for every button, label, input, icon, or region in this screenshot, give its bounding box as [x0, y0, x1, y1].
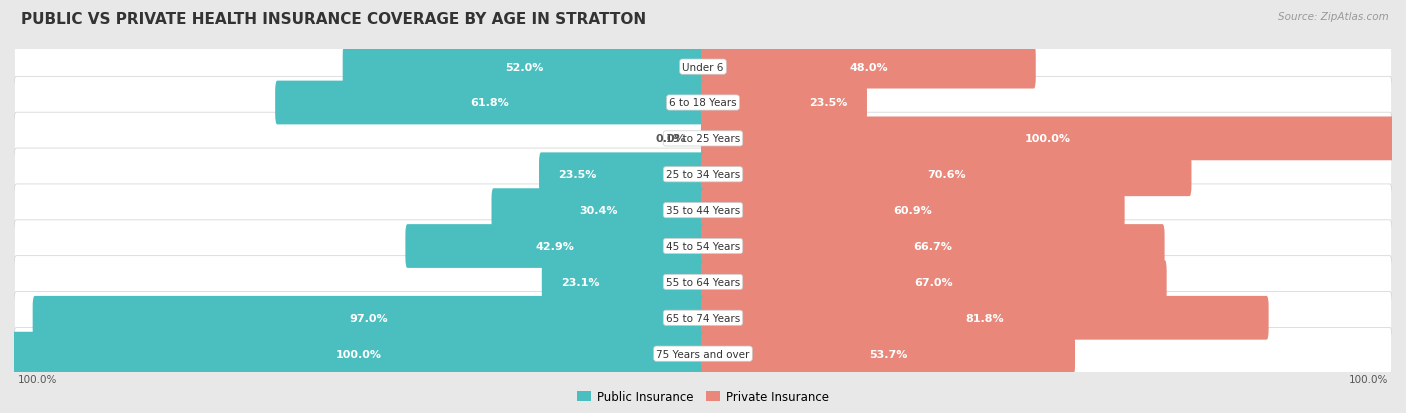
FancyBboxPatch shape: [276, 81, 704, 125]
Text: 100.0%: 100.0%: [1025, 134, 1070, 144]
FancyBboxPatch shape: [14, 149, 1392, 201]
FancyBboxPatch shape: [405, 225, 704, 268]
Text: 48.0%: 48.0%: [849, 62, 887, 72]
Text: 52.0%: 52.0%: [505, 62, 543, 72]
FancyBboxPatch shape: [702, 45, 1036, 89]
FancyBboxPatch shape: [702, 153, 1191, 197]
Text: 55 to 64 Years: 55 to 64 Years: [666, 277, 740, 287]
Text: 75 Years and over: 75 Years and over: [657, 349, 749, 359]
FancyBboxPatch shape: [14, 113, 1392, 165]
FancyBboxPatch shape: [13, 332, 704, 376]
Text: 6 to 18 Years: 6 to 18 Years: [669, 98, 737, 108]
Text: 65 to 74 Years: 65 to 74 Years: [666, 313, 740, 323]
Text: 19 to 25 Years: 19 to 25 Years: [666, 134, 740, 144]
FancyBboxPatch shape: [538, 153, 704, 197]
Text: 0.0%: 0.0%: [655, 134, 686, 144]
FancyBboxPatch shape: [702, 332, 1076, 376]
Text: 42.9%: 42.9%: [536, 242, 575, 252]
FancyBboxPatch shape: [702, 225, 1164, 268]
Text: 30.4%: 30.4%: [579, 206, 617, 216]
Text: 35 to 44 Years: 35 to 44 Years: [666, 206, 740, 216]
FancyBboxPatch shape: [702, 296, 1268, 340]
Text: 97.0%: 97.0%: [350, 313, 388, 323]
FancyBboxPatch shape: [702, 81, 868, 125]
Text: 70.6%: 70.6%: [927, 170, 966, 180]
FancyBboxPatch shape: [541, 260, 704, 304]
Text: 23.5%: 23.5%: [810, 98, 848, 108]
Text: PUBLIC VS PRIVATE HEALTH INSURANCE COVERAGE BY AGE IN STRATTON: PUBLIC VS PRIVATE HEALTH INSURANCE COVER…: [21, 12, 647, 27]
Legend: Public Insurance, Private Insurance: Public Insurance, Private Insurance: [572, 385, 834, 408]
Text: 81.8%: 81.8%: [966, 313, 1004, 323]
FancyBboxPatch shape: [702, 117, 1393, 161]
Text: 60.9%: 60.9%: [893, 206, 932, 216]
FancyBboxPatch shape: [32, 296, 704, 340]
Text: Under 6: Under 6: [682, 62, 724, 72]
FancyBboxPatch shape: [14, 220, 1392, 273]
FancyBboxPatch shape: [14, 77, 1392, 129]
Text: 45 to 54 Years: 45 to 54 Years: [666, 242, 740, 252]
FancyBboxPatch shape: [14, 41, 1392, 94]
Text: 100.0%: 100.0%: [336, 349, 381, 359]
Text: 23.1%: 23.1%: [561, 277, 599, 287]
FancyBboxPatch shape: [14, 185, 1392, 237]
Text: 25 to 34 Years: 25 to 34 Years: [666, 170, 740, 180]
Text: Source: ZipAtlas.com: Source: ZipAtlas.com: [1278, 12, 1389, 22]
Text: 61.8%: 61.8%: [471, 98, 509, 108]
Text: 100.0%: 100.0%: [1350, 375, 1389, 385]
FancyBboxPatch shape: [14, 292, 1392, 344]
Text: 67.0%: 67.0%: [914, 277, 953, 287]
Text: 23.5%: 23.5%: [558, 170, 596, 180]
Text: 100.0%: 100.0%: [17, 375, 56, 385]
FancyBboxPatch shape: [343, 45, 704, 89]
FancyBboxPatch shape: [702, 260, 1167, 304]
FancyBboxPatch shape: [702, 189, 1125, 233]
FancyBboxPatch shape: [14, 256, 1392, 309]
FancyBboxPatch shape: [492, 189, 704, 233]
Text: 53.7%: 53.7%: [869, 349, 907, 359]
FancyBboxPatch shape: [14, 328, 1392, 380]
Text: 66.7%: 66.7%: [914, 242, 952, 252]
